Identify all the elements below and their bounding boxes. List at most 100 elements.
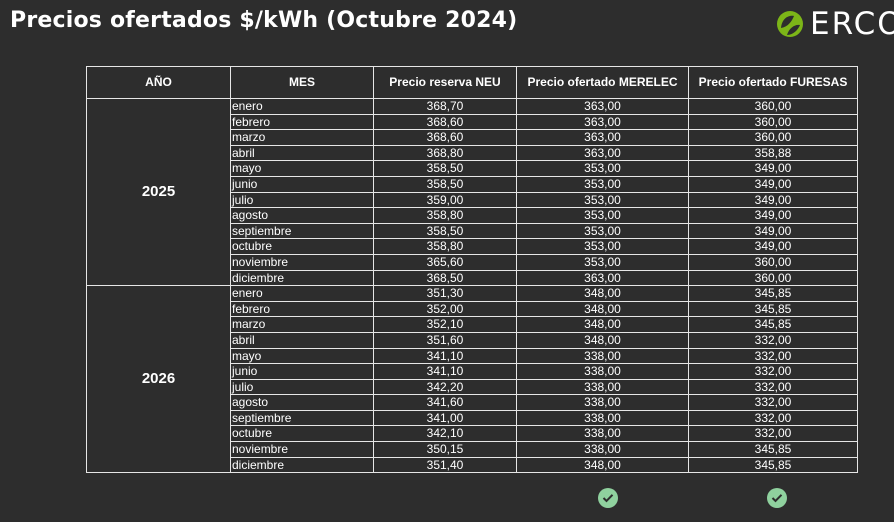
page-title: Precios ofertados $/kWh (Octubre 2024) — [10, 8, 518, 33]
furesas-price-cell: 345,85 — [688, 456, 858, 474]
furesas-price-cell: 360,00 — [688, 98, 858, 115]
furesas-price-cell: 345,85 — [688, 300, 858, 318]
merelec-price-cell: 348,00 — [516, 300, 689, 318]
month-cell: abril — [230, 144, 374, 162]
neu-price-cell: 342,10 — [373, 425, 517, 443]
month-cell: marzo — [230, 316, 374, 333]
merelec-price-cell: 353,00 — [516, 207, 689, 224]
merelec-price-cell: 348,00 — [516, 456, 689, 474]
check-circle-icon — [767, 488, 787, 508]
month-cell: diciembre — [230, 269, 374, 287]
furesas-price-cell: 349,00 — [688, 160, 858, 177]
furesas-price-cell: 349,00 — [688, 222, 858, 240]
table-row: julio 359,00 353,00 349,00 — [87, 191, 858, 209]
neu-price-cell: 368,70 — [373, 98, 517, 115]
merelec-price-cell: 338,00 — [516, 409, 689, 427]
neu-price-cell: 358,80 — [373, 238, 517, 255]
merelec-price-cell: 353,00 — [516, 253, 689, 271]
month-cell: agosto — [230, 394, 374, 411]
furesas-price-cell: 349,00 — [688, 175, 858, 193]
month-cell: octubre — [230, 425, 374, 443]
neu-price-cell: 359,00 — [373, 191, 517, 209]
neu-price-cell: 368,60 — [373, 129, 517, 146]
month-cell: septiembre — [230, 222, 374, 240]
merelec-price-cell: 353,00 — [516, 191, 689, 209]
table-row: febrero 352,00 348,00 345,85 — [87, 300, 858, 318]
merelec-price-cell: 338,00 — [516, 363, 689, 380]
merelec-price-cell: 353,00 — [516, 238, 689, 255]
furesas-price-cell: 349,00 — [688, 191, 858, 209]
neu-price-cell: 365,60 — [373, 253, 517, 271]
furesas-price-cell: 332,00 — [688, 409, 858, 427]
prices-table: AÑO MES Precio reserva NEU Precio oferta… — [86, 66, 858, 474]
merelec-price-cell: 353,00 — [516, 160, 689, 177]
table-header-row: AÑO MES Precio reserva NEU Precio oferta… — [86, 66, 858, 99]
merelec-price-cell: 348,00 — [516, 331, 689, 349]
neu-price-cell: 358,50 — [373, 160, 517, 177]
table-row: abril 351,60 348,00 332,00 — [87, 331, 858, 349]
erco-logo: ERCO — [776, 7, 894, 41]
table-row: noviembre 350,15 338,00 345,85 — [87, 441, 858, 458]
merelec-price-cell: 363,00 — [516, 129, 689, 146]
month-cell: marzo — [230, 129, 374, 146]
logo-text: ERCO — [810, 5, 894, 42]
month-cell: octubre — [230, 238, 374, 255]
neu-price-cell: 342,20 — [373, 378, 517, 396]
furesas-price-cell: 332,00 — [688, 394, 858, 411]
merelec-price-cell: 353,00 — [516, 222, 689, 240]
table-row: mayo 358,50 353,00 349,00 — [87, 160, 858, 177]
month-cell: enero — [230, 98, 374, 115]
month-cell: febrero — [230, 113, 374, 131]
check-circle-icon — [598, 488, 618, 508]
furesas-price-cell: 332,00 — [688, 331, 858, 349]
header-neu: Precio reserva NEU — [373, 66, 517, 99]
merelec-price-cell: 363,00 — [516, 98, 689, 115]
month-cell: diciembre — [230, 456, 374, 474]
merelec-price-cell: 363,00 — [516, 269, 689, 287]
furesas-price-cell: 349,00 — [688, 238, 858, 255]
neu-price-cell: 358,50 — [373, 175, 517, 193]
header-furesas: Precio ofertado FURESAS — [688, 66, 858, 99]
merelec-price-cell: 338,00 — [516, 425, 689, 443]
neu-price-cell: 368,50 — [373, 269, 517, 287]
neu-price-cell: 352,10 — [373, 316, 517, 333]
month-cell: junio — [230, 175, 374, 193]
furesas-price-cell: 349,00 — [688, 207, 858, 224]
table-row: noviembre 365,60 353,00 360,00 — [87, 253, 858, 271]
furesas-price-cell: 360,00 — [688, 113, 858, 131]
furesas-price-cell: 360,00 — [688, 129, 858, 146]
neu-price-cell: 368,80 — [373, 144, 517, 162]
table-row: octubre 358,80 353,00 349,00 — [87, 238, 858, 255]
neu-price-cell: 341,00 — [373, 409, 517, 427]
neu-price-cell: 368,60 — [373, 113, 517, 131]
neu-price-cell: 351,30 — [373, 285, 517, 302]
year-cell: 2025 — [86, 97, 231, 287]
merelec-price-cell: 338,00 — [516, 378, 689, 396]
table-row: octubre 342,10 338,00 332,00 — [87, 425, 858, 443]
header-month: MES — [230, 66, 374, 99]
month-cell: junio — [230, 363, 374, 380]
neu-price-cell: 350,15 — [373, 441, 517, 458]
neu-price-cell: 351,40 — [373, 456, 517, 474]
neu-price-cell: 358,50 — [373, 222, 517, 240]
table-body: 2025 enero 368,70 363,00 360,00 febrero 368,60… — [86, 97, 858, 474]
table-row: marzo 352,10 348,00 345,85 — [87, 316, 858, 333]
furesas-price-cell: 332,00 — [688, 425, 858, 443]
header-year: AÑO — [86, 66, 231, 99]
table-row: diciembre 368,50 363,00 360,00 — [87, 269, 858, 287]
table-row: junio 341,10 338,00 332,00 — [87, 363, 858, 380]
merelec-price-cell: 338,00 — [516, 441, 689, 458]
furesas-price-cell: 345,85 — [688, 441, 858, 458]
furesas-price-cell: 345,85 — [688, 316, 858, 333]
neu-price-cell: 352,00 — [373, 300, 517, 318]
merelec-price-cell: 363,00 — [516, 113, 689, 131]
table-row: febrero 368,60 363,00 360,00 — [87, 113, 858, 131]
month-cell: mayo — [230, 347, 374, 365]
neu-price-cell: 341,10 — [373, 363, 517, 380]
table-row: junio 358,50 353,00 349,00 — [87, 175, 858, 193]
furesas-price-cell: 360,00 — [688, 269, 858, 287]
month-cell: noviembre — [230, 253, 374, 271]
month-cell: septiembre — [230, 409, 374, 427]
merelec-price-cell: 363,00 — [516, 144, 689, 162]
month-cell: julio — [230, 378, 374, 396]
